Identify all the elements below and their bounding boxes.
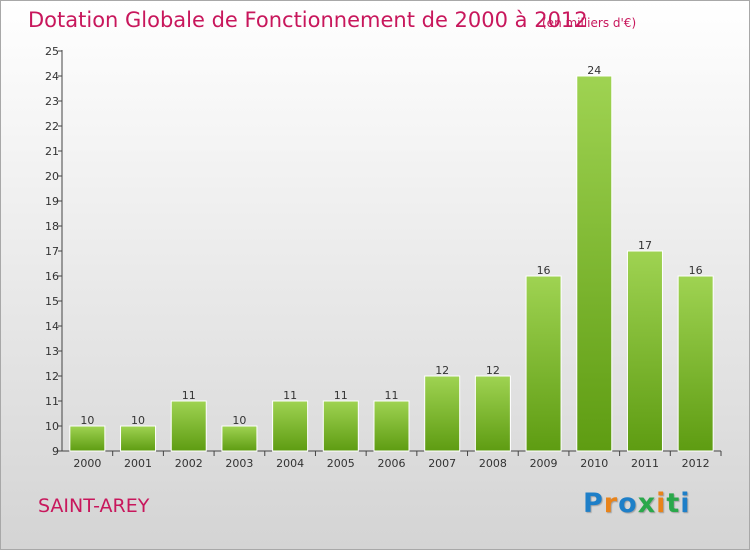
bars: 10 10 11 10 11 11 11 12 12 16 24 17 16	[69, 64, 714, 452]
y-tick-label: 22	[45, 120, 59, 133]
bar[interactable]	[576, 75, 613, 452]
x-tick-label: 2011	[631, 457, 659, 470]
bar[interactable]	[626, 250, 663, 452]
y-tick-label: 11	[45, 395, 59, 408]
commune-name: SAINT-AREY	[38, 495, 150, 517]
bar-value-label: 10	[131, 414, 145, 427]
bar[interactable]	[474, 375, 511, 452]
x-tick-label: 2006	[378, 457, 406, 470]
bar[interactable]	[170, 400, 207, 452]
y-tick-label: 19	[45, 195, 59, 208]
logo-letter: i	[680, 488, 691, 519]
bar[interactable]	[373, 400, 410, 452]
y-tick-label: 17	[45, 245, 59, 258]
bar-value-label: 17	[638, 239, 652, 252]
x-tick-label: 2001	[124, 457, 152, 470]
bar[interactable]	[272, 400, 309, 452]
bar[interactable]	[120, 425, 157, 452]
x-tick-label: 2010	[580, 457, 608, 470]
y-tick-label: 20	[45, 170, 59, 183]
x-tick-label: 2012	[682, 457, 710, 470]
y-tick-label: 25	[45, 45, 59, 58]
y-tick-label: 24	[45, 70, 59, 83]
x-tick-label: 2005	[327, 457, 355, 470]
x-tick-label: 2000	[73, 457, 101, 470]
bar[interactable]	[677, 275, 714, 452]
bar-value-label: 12	[486, 364, 500, 377]
bar[interactable]	[69, 425, 106, 452]
y-axis: 9 10 11 12 13 14 15 16 17 18 19 20 21 22 23 24 25	[45, 45, 63, 458]
y-tick-label: 15	[45, 295, 59, 308]
bar-value-label: 11	[182, 389, 196, 402]
proxiti-logo[interactable]: Proxiti	[583, 488, 691, 519]
y-tick-label: 18	[45, 220, 59, 233]
bar[interactable]	[424, 375, 461, 452]
bar[interactable]	[221, 425, 258, 452]
bar-value-label: 10	[80, 414, 94, 427]
bar[interactable]	[322, 400, 359, 452]
chart-subtitle: (en milliers d'€)	[542, 16, 637, 30]
y-tick-label: 14	[45, 320, 59, 333]
x-tick-label: 2007	[428, 457, 456, 470]
bar-value-label: 24	[587, 64, 601, 77]
x-tick-label: 2004	[276, 457, 304, 470]
bar-value-label: 10	[232, 414, 246, 427]
y-tick-label: 12	[45, 370, 59, 383]
y-tick-label: 9	[52, 445, 59, 458]
bar[interactable]	[525, 275, 562, 452]
bar-value-label: 16	[537, 264, 551, 277]
bar-value-label: 11	[334, 389, 348, 402]
logo-letter: o	[618, 488, 638, 519]
chart-title: Dotation Globale de Fonctionnement de 20…	[28, 8, 588, 32]
x-tick-label: 2002	[175, 457, 203, 470]
x-tick-label: 2003	[225, 457, 253, 470]
logo-letter: i	[656, 488, 667, 519]
bar-value-label: 11	[385, 389, 399, 402]
bar-value-label: 11	[283, 389, 297, 402]
y-tick-label: 21	[45, 145, 59, 158]
x-tick-label: 2008	[479, 457, 507, 470]
logo-letter: r	[603, 488, 619, 519]
x-axis: 2000 2001 2002 2003 2004 2005 2006 2007 2008 2009…	[62, 450, 722, 470]
bar-value-label: 12	[435, 364, 449, 377]
logo-letter: t	[666, 488, 681, 519]
x-tick-label: 2009	[530, 457, 558, 470]
logo-letter: x	[637, 488, 657, 519]
y-tick-label: 10	[45, 420, 59, 433]
y-tick-label: 16	[45, 270, 59, 283]
y-tick-label: 23	[45, 95, 59, 108]
bar-value-label: 16	[689, 264, 703, 277]
y-tick-label: 13	[45, 345, 59, 358]
logo-letter: P	[583, 488, 604, 519]
